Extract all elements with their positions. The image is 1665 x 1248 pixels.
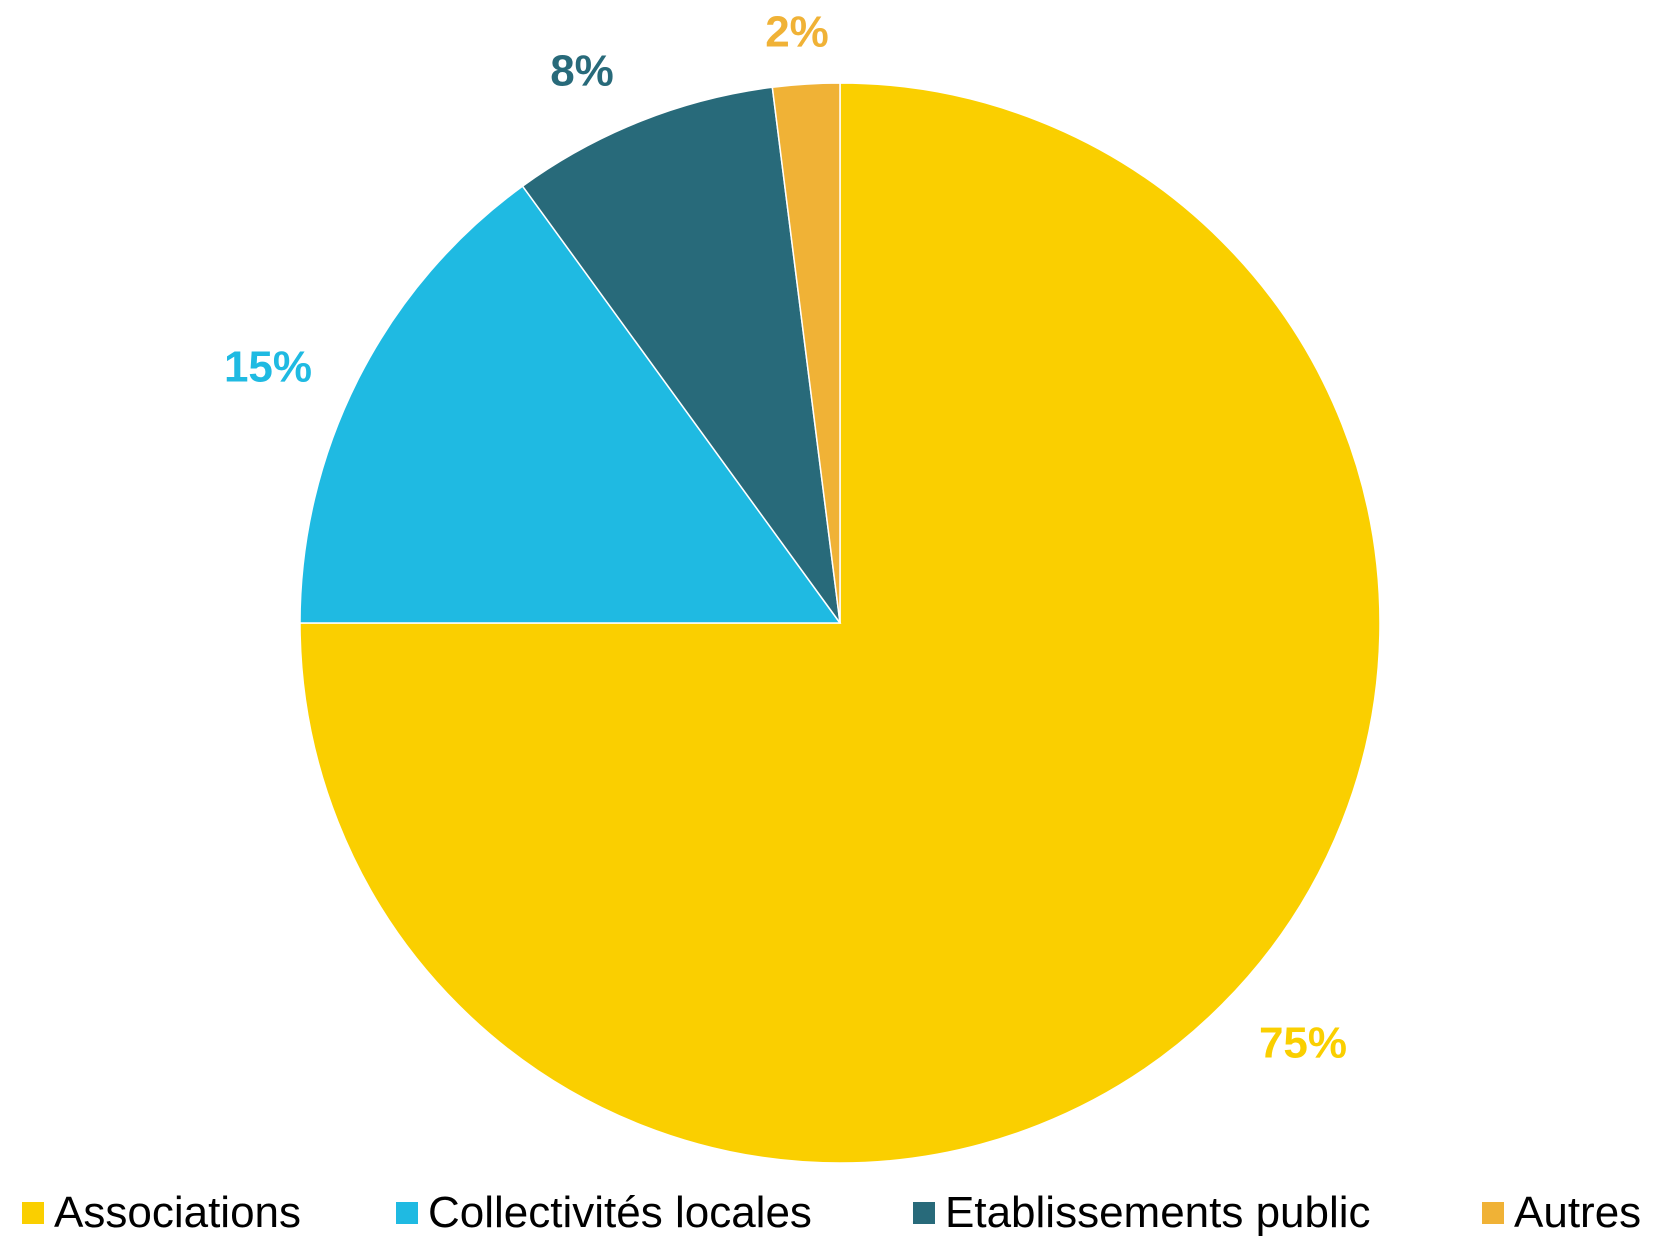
legend-item-associations[interactable]: Associations	[22, 1185, 301, 1241]
pie-slice-etablissements-public[interactable]	[521, 86, 841, 624]
pie-slices	[299, 82, 1381, 1164]
legend-swatch-collectivites-locales	[396, 1202, 418, 1224]
legend-item-autres[interactable]: Autres	[1482, 1185, 1641, 1241]
legend-label-collectivites-locales: Collectivités locales	[428, 1188, 812, 1237]
legend-swatch-etablissements-public	[913, 1202, 935, 1224]
pie-slice-collectivites-locales[interactable]	[299, 185, 842, 624]
pie-slice-autres[interactable]	[771, 82, 841, 624]
legend-label-etablissements-public: Etablissements public	[945, 1188, 1371, 1237]
legend-label-associations: Associations	[54, 1188, 302, 1237]
data-label-associations: 75%	[1259, 1019, 1347, 1068]
legend-label-autres: Autres	[1514, 1188, 1642, 1237]
legend-swatch-associations	[22, 1202, 44, 1224]
legend: Associations Collectivités locales Etabl…	[0, 1185, 1665, 1241]
legend-swatch-autres	[1482, 1202, 1504, 1224]
legend-item-etablissements-public[interactable]: Etablissements public	[913, 1185, 1371, 1241]
data-labels: 75% 15% 8% 2%	[224, 8, 1347, 1068]
data-label-collectivites-locales: 15%	[224, 343, 312, 392]
data-label-autres: 2%	[765, 8, 829, 57]
data-label-etablissements-public: 8%	[550, 47, 614, 96]
legend-item-collectivites-locales[interactable]: Collectivités locales	[396, 1185, 812, 1241]
